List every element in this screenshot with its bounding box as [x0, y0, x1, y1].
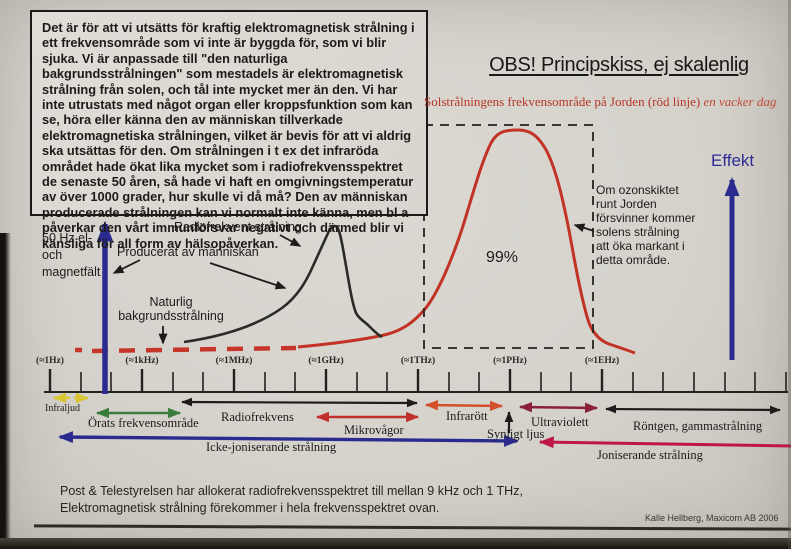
- axis-tick-label-1phz: (≈1PHz): [493, 356, 527, 366]
- radiofrekvent-label: Radiofrekvent strålning: [174, 220, 302, 234]
- radiofrekvent-pointer-arrow: [279, 234, 302, 247]
- axis-tick-label-1hz: (≈1Hz): [36, 356, 64, 366]
- band-label-ultraviolett: Ultraviolett: [531, 415, 589, 429]
- ozone-pointer-arrow: [573, 223, 595, 233]
- background-radiation-dashed-line: [75, 345, 297, 354]
- axis-tick-label-1khz: (≈1kHz): [125, 356, 159, 366]
- band-label-rontgen: Röntgen, gammastrålning: [633, 419, 763, 433]
- band-label-infrarott: Infrarött: [446, 409, 488, 423]
- page-title: OBS! Principskiss, ej skalenlig: [489, 54, 749, 76]
- sun-range-note: Solstrålningens frekvensområde på Jorden…: [424, 94, 791, 110]
- axis-tick-label-1ghz: (≈1GHz): [308, 356, 344, 366]
- band-label-orats: Örats frekvensområde: [88, 416, 199, 430]
- sun-radiation-curve: [297, 128, 636, 355]
- axis-tick-label-1thz: (≈1THz): [400, 356, 436, 366]
- band-radiofrekvens-arrow: [181, 397, 418, 408]
- ozone-dashed-box: [423, 124, 594, 349]
- band-label-joniserande: Joniserande strålning: [597, 448, 703, 462]
- effekt-axis-label: Effekt: [711, 151, 755, 170]
- footer-line-1: Post & Telestyrelsen har allokerat radio…: [60, 484, 523, 498]
- photo-bottom-edge: [0, 538, 791, 549]
- band-label-radiofrekvens: Radiofrekvens: [221, 410, 294, 424]
- naturlig-label: Naturlig bakgrundsstrålning: [118, 295, 224, 323]
- footer-line-2: Elektromagnetisk strålning förekommer i …: [60, 501, 440, 515]
- intro-text: Det är för att vi utsätts för kraftig el…: [42, 20, 415, 251]
- band-joniserande-arrow: [538, 436, 791, 449]
- band-rontgen-arrow: [605, 404, 781, 415]
- frequency-axis: [44, 369, 788, 393]
- photo-left-edge: [0, 233, 11, 549]
- intro-text-box: Det är för att vi utsätts för kraftig el…: [30, 10, 428, 251]
- band-icke-joniserande-arrow: [57, 431, 520, 447]
- credit-line: Kalle Hellberg, Maxicom AB 2006: [645, 513, 779, 523]
- producerat-label: Producerat av människan: [117, 245, 259, 259]
- band-label-infraljud: Infraljud: [45, 403, 80, 414]
- producerat-pointer-arrow-left: [112, 259, 141, 274]
- hz50-label: 50 Hz el- och magnetfält: [42, 231, 101, 279]
- peak-percentage: 99%: [486, 249, 519, 266]
- producerat-pointer-arrow-right: [209, 262, 287, 290]
- radiofrequency-curve: [183, 224, 383, 344]
- band-ultraviolett-arrow: [518, 401, 599, 414]
- band-infrarott-arrow: [424, 399, 504, 412]
- ozone-note: Om ozonskiktet runt Jorden försvinner ko…: [596, 183, 696, 268]
- sun-range-note-main: Solstrålningens frekvensområde på Jorden…: [424, 94, 701, 109]
- axis-tick-label-1ehz: (≈1EHz): [584, 356, 620, 366]
- photo-right-edge: [788, 0, 791, 549]
- sun-range-note-suffix: en vacker dag: [700, 94, 777, 109]
- band-label-icke-joniserande: Icke-joniserande strålning: [206, 440, 337, 454]
- band-label-mikrovagor: Mikrovågor: [344, 423, 404, 437]
- axis-tick-label-1mhz: (≈1MHz): [215, 356, 253, 366]
- band-label-synligt-ljus: Synligt ljus: [487, 427, 545, 441]
